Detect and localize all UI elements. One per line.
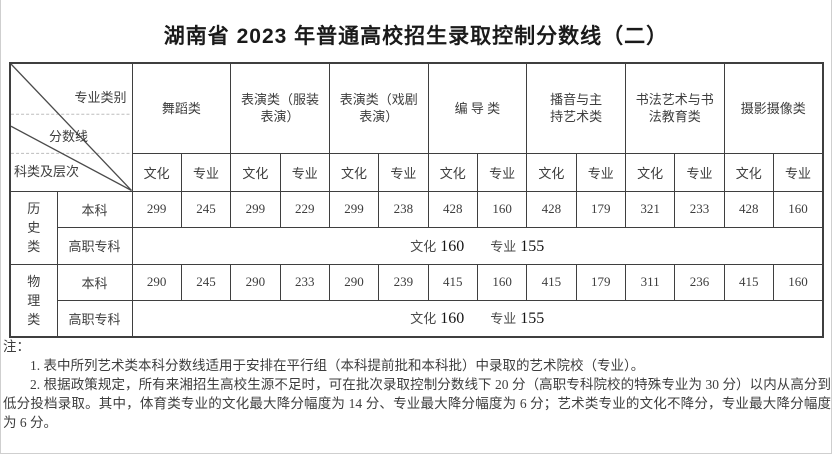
- subheader-major: 专业: [575, 152, 626, 192]
- subheader-culture: 文化: [328, 152, 380, 192]
- physics-benke-row: 物理类 本科 290 245 290 233 290 239 415 160 4…: [9, 263, 824, 338]
- merged-score-cell: 文化 160 专业 155: [131, 226, 824, 265]
- category-header-directing: 编 导 类: [427, 62, 528, 154]
- score-cell: 160: [476, 263, 528, 301]
- subheader-major: 专业: [279, 152, 330, 192]
- category-header-photography: 摄影摄像类: [723, 62, 824, 154]
- subheader-major: 专业: [180, 152, 232, 192]
- score-table: 专业类别 分数线 科类及层次 舞蹈类 表演类（服装 表演） 表演类（戏剧 表演）…: [9, 62, 824, 338]
- merged-culture-label: 文化: [410, 238, 437, 254]
- score-cell: 179: [575, 190, 626, 228]
- subheader-culture: 文化: [624, 152, 676, 192]
- subheader-culture: 文化: [230, 152, 281, 192]
- category-header-drama: 表演类（戏剧 表演）: [328, 62, 429, 154]
- score-cell: 299: [131, 190, 182, 228]
- score-cell: 233: [279, 263, 330, 301]
- corner-label-score-line: 分数线: [49, 129, 89, 144]
- subheader-major: 专业: [378, 152, 429, 192]
- score-cell: 229: [279, 190, 330, 228]
- score-cell: 179: [575, 263, 626, 301]
- category-header-costume: 表演类（服装 表演）: [230, 62, 330, 154]
- subheader-culture: 文化: [131, 152, 182, 192]
- score-cell: 428: [526, 190, 577, 228]
- subheader-culture: 文化: [723, 152, 774, 192]
- score-cell: 415: [427, 263, 478, 301]
- history-gaozhi-row: 高职专科 文化 160 专业 155: [10, 226, 824, 265]
- score-cell: 239: [378, 263, 429, 301]
- merged-score-cell: 文化 160 专业 155: [131, 299, 824, 338]
- merged-culture-value: 160: [440, 310, 465, 328]
- category-header-broadcasting: 播音与主 持艺术类: [526, 62, 626, 154]
- level-gaozhi: 高职专科: [56, 299, 133, 338]
- score-cell: 233: [674, 190, 725, 228]
- subheader-major: 专业: [674, 152, 725, 192]
- score-cell: 160: [476, 190, 528, 228]
- score-cell: 428: [427, 190, 478, 228]
- score-cell: 160: [772, 263, 824, 301]
- score-cell: 290: [328, 263, 380, 301]
- subheader-culture: 文化: [427, 152, 478, 192]
- history-benke-row: 历史类 本科 299 245 299 229 299 238 428 160 4…: [9, 190, 824, 265]
- corner-label-subject-level: 科类及层次: [14, 164, 80, 179]
- score-cell: 290: [131, 263, 182, 301]
- score-cell: 245: [180, 263, 232, 301]
- score-cell: 236: [674, 263, 725, 301]
- score-cell: 299: [328, 190, 380, 228]
- score-cell: 415: [723, 263, 774, 301]
- diagonal-divider: [11, 64, 131, 190]
- merged-major-value: 155: [520, 310, 545, 328]
- subheader-culture: 文化: [526, 152, 577, 192]
- physics-gaozhi-row: 高职专科 文化 160 专业 155: [10, 299, 824, 338]
- level-benke: 本科: [56, 190, 133, 228]
- subheader-major: 专业: [476, 152, 528, 192]
- score-cell: 290: [230, 263, 281, 301]
- score-cell: 415: [526, 263, 577, 301]
- notes-section: 注： 1. 表中所列艺术类本科分数线适用于安排在平行组（本科提前批和本科批）中录…: [3, 337, 831, 432]
- subheader-major: 专业: [772, 152, 824, 192]
- level-gaozhi: 高职专科: [56, 226, 133, 265]
- page-title: 湖南省 2023 年普通高校招生录取控制分数线（二）: [163, 25, 669, 48]
- score-cell: 311: [624, 263, 676, 301]
- note-item-2: 2. 根据政策规定，所有来湘招生高校生源不足时，可在批次录取控制分数线下 20 …: [3, 377, 831, 430]
- score-cell: 299: [230, 190, 281, 228]
- merged-culture-value: 160: [440, 237, 465, 255]
- corner-label-category: 专业类别: [74, 90, 127, 105]
- category-header-calligraphy: 书法艺术与书 法教育类: [624, 62, 725, 154]
- corner-header-cell: 专业类别 分数线 科类及层次: [9, 62, 133, 192]
- subject-history: 历史类: [9, 190, 58, 265]
- merged-culture-label: 文化: [410, 311, 437, 327]
- score-cell: 160: [772, 190, 824, 228]
- score-cell: 238: [378, 190, 429, 228]
- note-item-1: 1. 表中所列艺术类本科分数线适用于安排在平行组（本科提前批和本科批）中录取的艺…: [30, 358, 645, 373]
- score-cell: 321: [624, 190, 676, 228]
- merged-major-value: 155: [520, 237, 545, 255]
- category-header-dance: 舞蹈类: [131, 62, 232, 154]
- score-cell: 428: [723, 190, 774, 228]
- header-category-row: 专业类别 分数线 科类及层次 舞蹈类 表演类（服装 表演） 表演类（戏剧 表演）…: [9, 62, 824, 192]
- merged-major-label: 专业: [490, 311, 517, 327]
- level-benke: 本科: [56, 263, 133, 301]
- subject-physics: 物理类: [9, 263, 58, 338]
- notes-label: 注：: [3, 339, 30, 354]
- score-cell: 245: [180, 190, 232, 228]
- merged-major-label: 专业: [490, 238, 517, 254]
